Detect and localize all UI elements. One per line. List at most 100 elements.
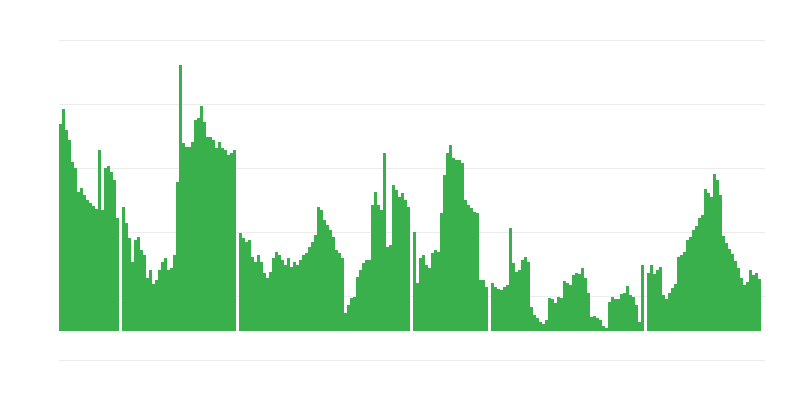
bar [251, 257, 254, 331]
bar [377, 205, 380, 331]
grid-line [59, 40, 765, 41]
bar [134, 240, 137, 331]
bar [209, 137, 212, 331]
bar [680, 255, 683, 331]
bar [611, 297, 614, 331]
bar [482, 280, 485, 331]
bar [311, 242, 314, 331]
bar [623, 293, 626, 331]
bar [731, 254, 734, 331]
bar [389, 245, 392, 331]
bar [200, 106, 203, 331]
bar [662, 295, 665, 331]
bar [233, 150, 236, 331]
bar [74, 168, 77, 331]
bar [362, 263, 365, 331]
bar [752, 275, 755, 331]
bar [719, 195, 722, 331]
bar [341, 258, 344, 331]
bar [365, 260, 368, 331]
bar [641, 265, 644, 331]
bar [428, 268, 431, 331]
bar [80, 188, 83, 331]
bar [248, 240, 251, 331]
bar [602, 326, 605, 331]
bar [473, 212, 476, 331]
bar [116, 218, 119, 331]
bar [266, 278, 269, 331]
bar [608, 302, 611, 331]
bar [308, 247, 311, 331]
bar [425, 265, 428, 331]
bar [626, 286, 629, 331]
bar [452, 158, 455, 331]
bar [395, 190, 398, 331]
bar [350, 298, 353, 331]
bar [497, 289, 500, 331]
bar [536, 318, 539, 331]
bar [146, 278, 149, 331]
bar [161, 262, 164, 331]
bar [566, 283, 569, 331]
bar [317, 207, 320, 331]
bar [599, 320, 602, 331]
grid-line [59, 360, 765, 361]
bar [620, 294, 623, 331]
bar [227, 155, 230, 331]
bar [338, 253, 341, 331]
bar [524, 257, 527, 331]
bar [467, 205, 470, 331]
bar [299, 260, 302, 331]
bar [485, 287, 488, 331]
bar [224, 150, 227, 331]
bar [152, 284, 155, 331]
bar [545, 320, 548, 331]
bar [347, 305, 350, 331]
bar [89, 203, 92, 331]
bar [260, 262, 263, 331]
grid-line [59, 232, 765, 233]
bar [101, 210, 104, 331]
bar [143, 255, 146, 331]
bar [359, 270, 362, 331]
bar [293, 262, 296, 331]
bar [554, 303, 557, 331]
bar [635, 305, 638, 331]
bar [590, 317, 593, 331]
bar [743, 285, 746, 331]
bar [746, 282, 749, 331]
bar [290, 267, 293, 331]
bar [110, 172, 113, 331]
bar [470, 208, 473, 331]
bar [500, 290, 503, 331]
bar [581, 268, 584, 331]
bar [557, 297, 560, 331]
bar [728, 249, 731, 331]
bar [578, 274, 581, 331]
bar [218, 142, 221, 331]
bar [254, 262, 257, 331]
bar [68, 140, 71, 331]
bar [734, 261, 737, 331]
bar [518, 270, 521, 331]
bar [629, 295, 632, 331]
bar [653, 274, 656, 331]
bar [65, 130, 68, 331]
bar [371, 205, 374, 331]
bar [92, 206, 95, 331]
bar [596, 318, 599, 331]
bar [476, 213, 479, 331]
bar [170, 268, 173, 331]
bar [650, 265, 653, 331]
bar [272, 258, 275, 331]
bar [668, 293, 671, 331]
bar [692, 230, 695, 331]
bar [509, 228, 512, 331]
bar [149, 270, 152, 331]
bar [542, 324, 545, 331]
bar [269, 272, 272, 331]
bar [353, 297, 356, 331]
bar [563, 281, 566, 331]
bar [302, 255, 305, 331]
bar [506, 285, 509, 331]
